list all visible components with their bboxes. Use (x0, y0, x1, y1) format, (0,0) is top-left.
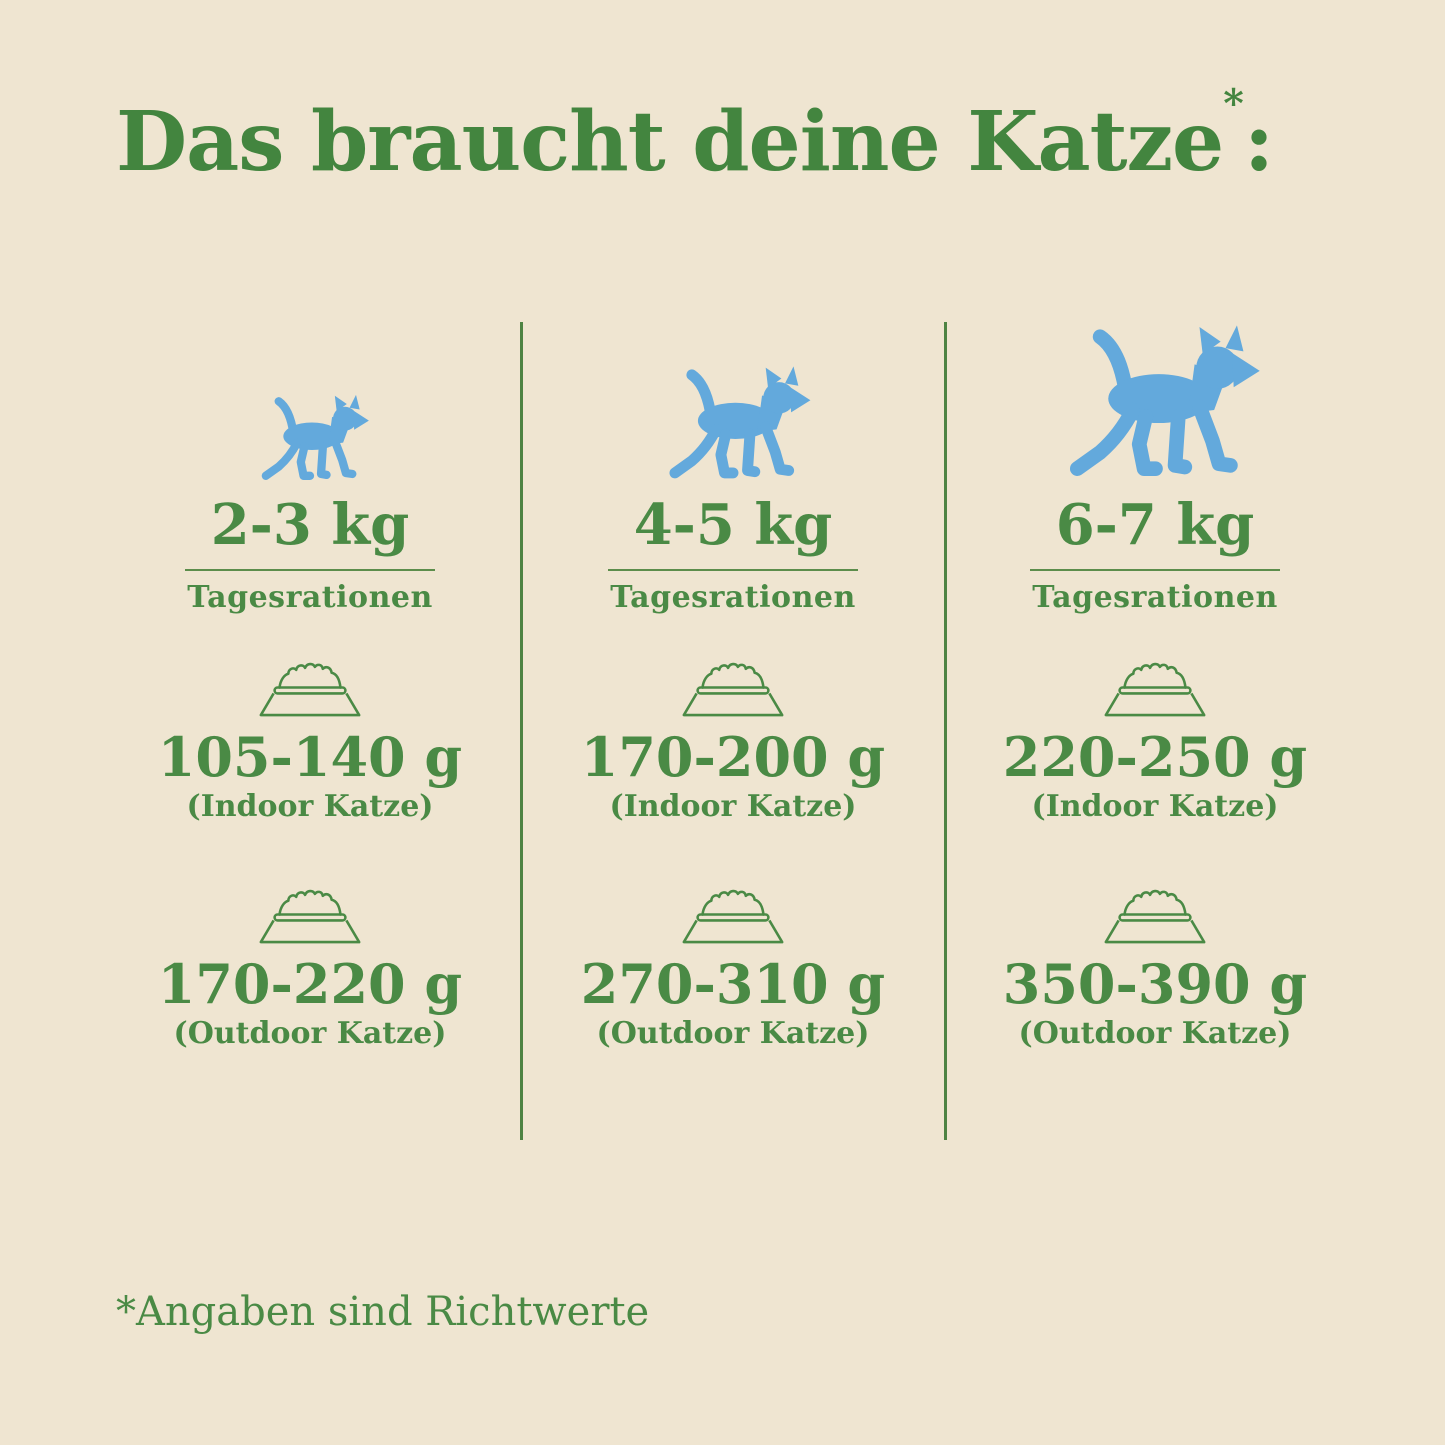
footnote: *Angaben sind Richtwerte (116, 1289, 650, 1335)
daily-rations-label: Tagesrationen (187, 580, 433, 615)
food-bowl-icon (251, 659, 369, 720)
food-bowl-icon (674, 886, 792, 947)
weight-range: 6-7 kg (1055, 492, 1255, 558)
indoor-label: (Indoor Katze) (186, 789, 434, 824)
cat-silhouette-large-icon (1048, 322, 1263, 485)
underline-rule (1030, 569, 1280, 571)
daily-rations-label: Tagesrationen (1032, 580, 1278, 615)
title-asterisk: * (1223, 81, 1244, 128)
food-bowl-icon (674, 659, 792, 720)
indoor-amount: 170-200 g (580, 725, 886, 789)
weight-range: 2-3 kg (210, 492, 410, 558)
indoor-label: (Indoor Katze) (609, 789, 857, 824)
food-bowl-icon (1096, 886, 1214, 947)
page-title: Das braucht deine Katze*: (116, 82, 1376, 190)
outdoor-amount: 270-310 g (580, 952, 886, 1016)
outdoor-amount: 350-390 g (1002, 952, 1308, 1016)
food-bowl-icon (1096, 659, 1214, 720)
indoor-label: (Indoor Katze) (1031, 789, 1279, 824)
indoor-amount: 220-250 g (1002, 725, 1308, 789)
outdoor-label: (Outdoor Katze) (173, 1016, 447, 1051)
cat-silhouette-small-icon (249, 393, 371, 485)
cat-icon-box (110, 322, 510, 485)
outdoor-label: (Outdoor Katze) (596, 1016, 870, 1051)
daily-rations-label: Tagesrationen (610, 580, 856, 615)
page-title-text: Das braucht deine Katze (116, 94, 1224, 190)
outdoor-label: (Outdoor Katze) (1018, 1016, 1292, 1051)
column-divider-line (520, 322, 523, 1140)
outdoor-amount: 170-220 g (157, 952, 463, 1016)
column-large-cat: 6-7 kg Tagesrationen 220-250 g (Indoor K… (955, 322, 1355, 1049)
column-divider-line (944, 322, 947, 1140)
column-small-cat: 2-3 kg Tagesrationen 105-140 g (Indoor K… (110, 322, 510, 1049)
column-medium-cat: 4-5 kg Tagesrationen 170-200 g (Indoor K… (533, 322, 933, 1049)
weight-range: 4-5 kg (633, 492, 833, 558)
food-bowl-icon (251, 886, 369, 947)
title-colon: : (1243, 94, 1274, 190)
cat-icon-box (533, 322, 933, 485)
cat-icon-box (955, 322, 1355, 485)
underline-rule (185, 569, 435, 571)
underline-rule (608, 569, 858, 571)
cat-silhouette-medium-icon (653, 364, 813, 485)
indoor-amount: 105-140 g (157, 725, 463, 789)
